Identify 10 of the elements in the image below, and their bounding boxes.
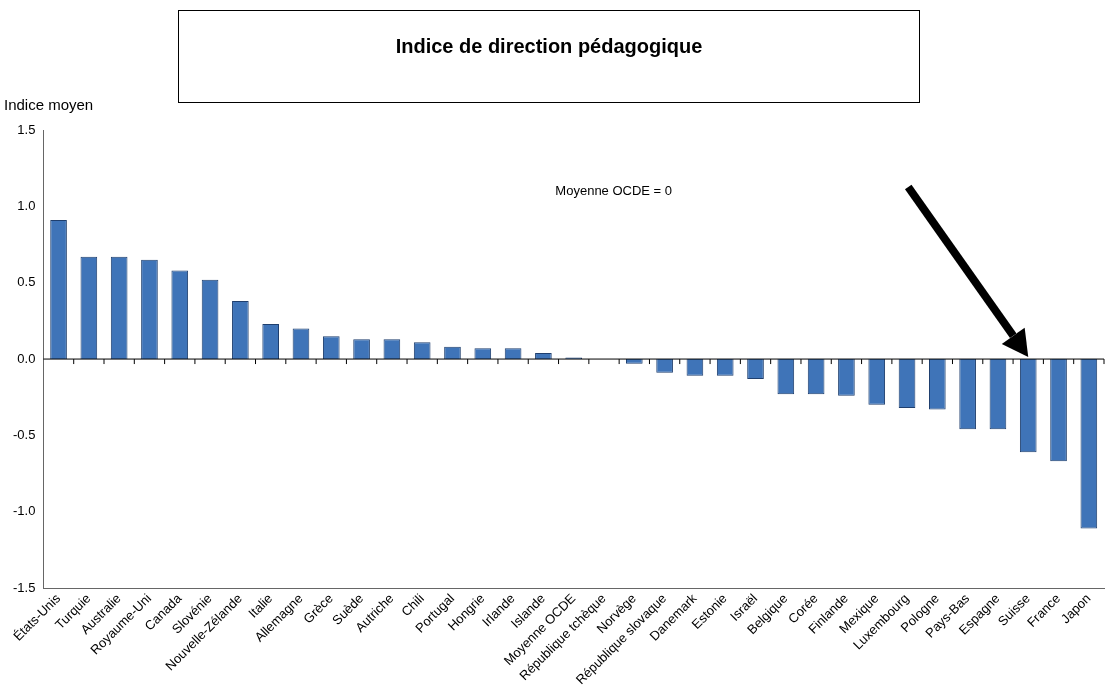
y-tick-label: -1.5 [12, 579, 36, 595]
y-axis-title: Indice moyen [4, 96, 94, 113]
y-tick-label: 0.0 [17, 350, 36, 366]
chart-title: Indice de direction pédagogique [178, 10, 920, 103]
annotation: Moyenne OCDE = 0 [555, 183, 673, 198]
y-tick-label: 0.5 [17, 274, 36, 290]
y-tick-label: -1.0 [12, 503, 36, 519]
y-tick-label: -0.5 [12, 426, 36, 442]
y-tick-label: 1.5 [17, 121, 36, 137]
y-tick-label: 1.0 [17, 197, 36, 213]
